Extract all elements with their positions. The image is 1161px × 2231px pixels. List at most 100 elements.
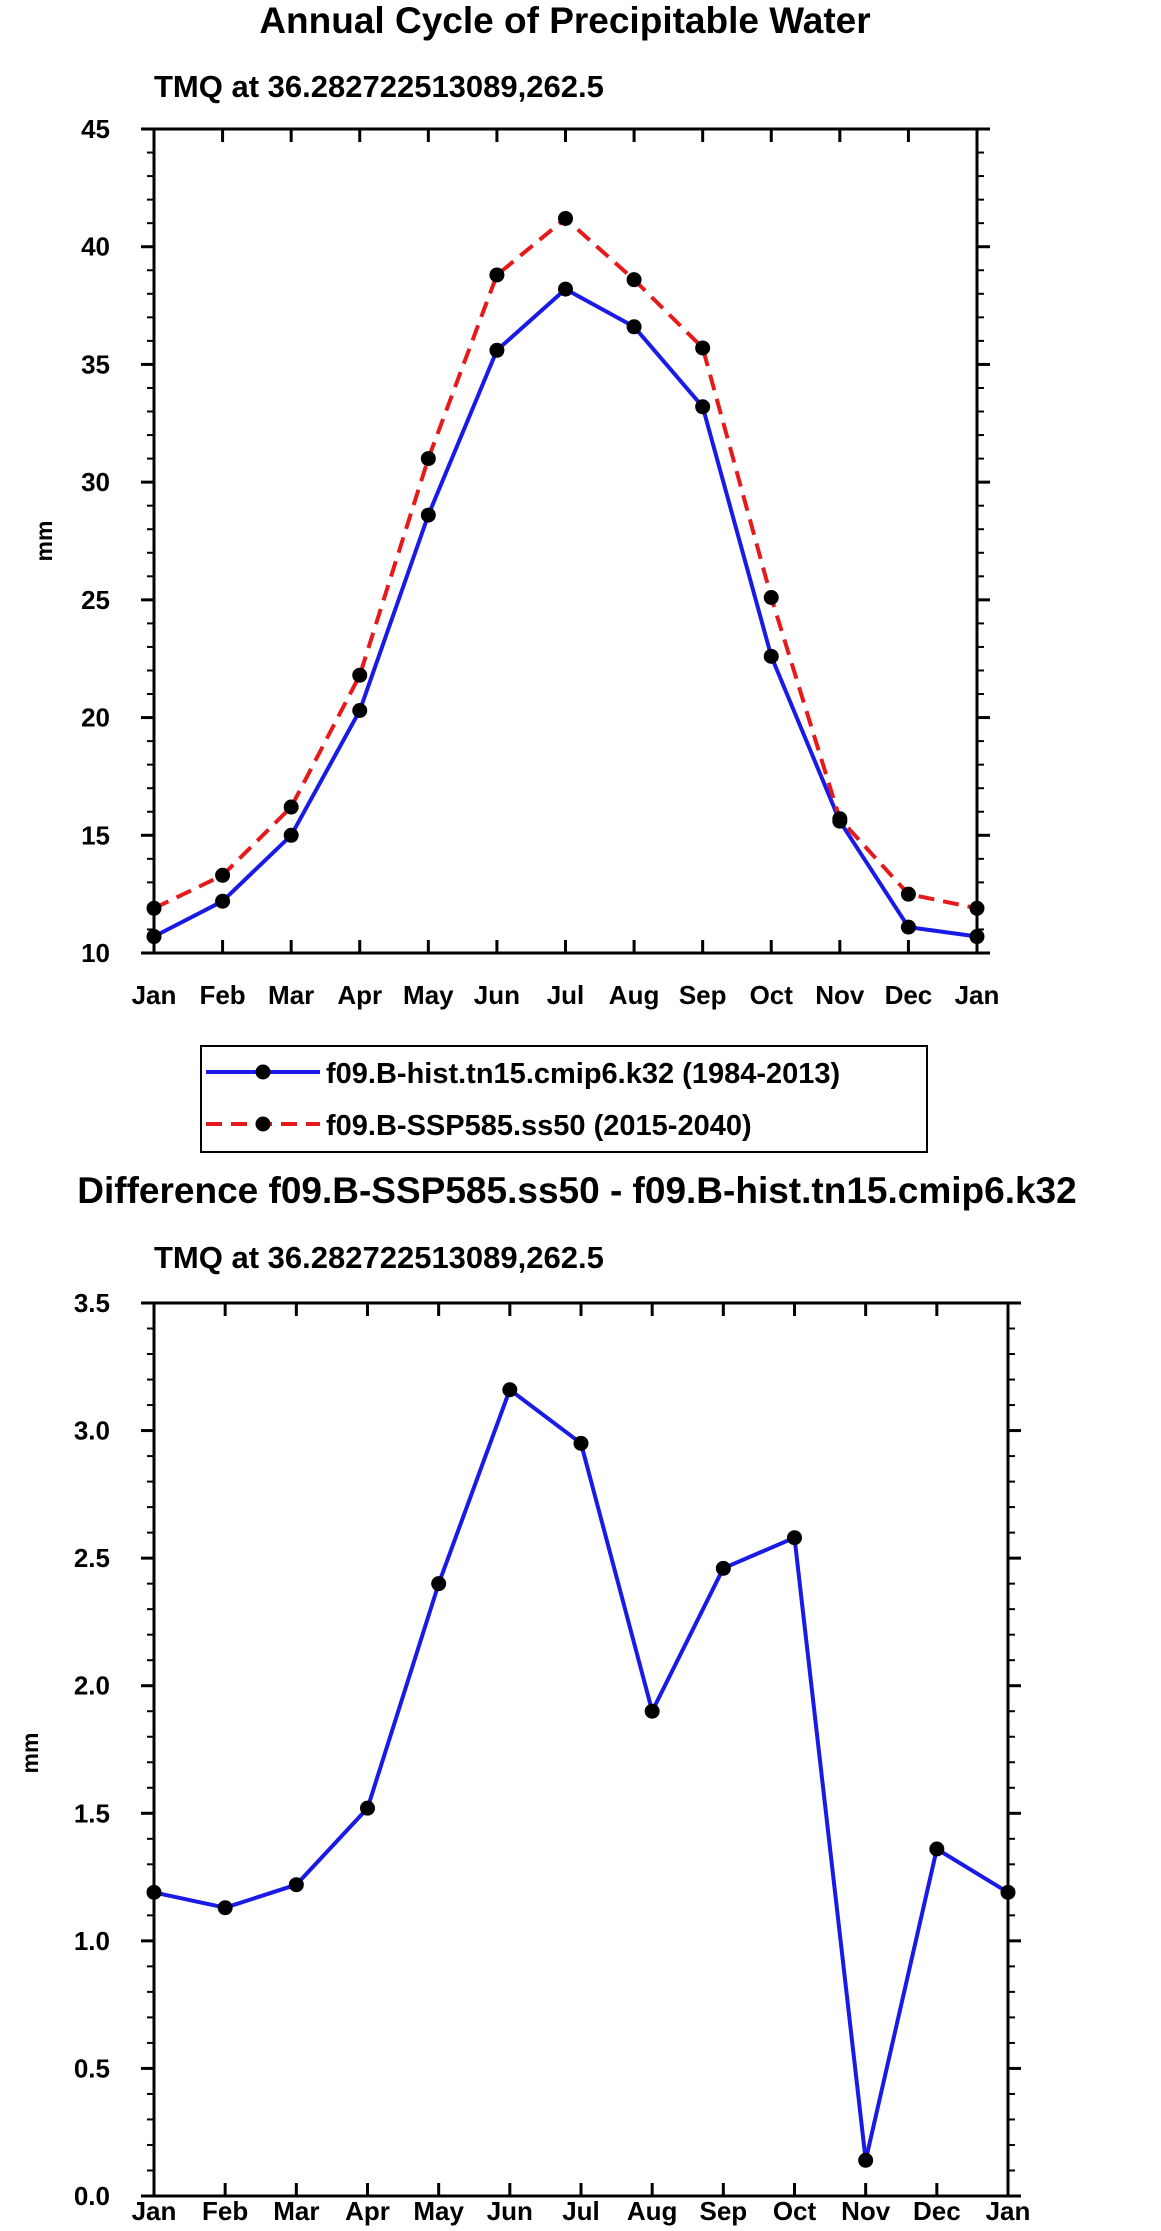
legend-marker-hist	[255, 1064, 271, 1080]
x-tick-label: Sep	[679, 980, 727, 1010]
y-tick-label: 15	[81, 820, 110, 850]
data-point-1-2	[283, 799, 299, 815]
data-point-1-9	[763, 590, 779, 606]
data-point-1-8	[695, 340, 711, 356]
x-tick-label: Oct	[750, 980, 794, 1010]
data-point-1-1	[215, 867, 231, 883]
chart-subtitle: TMQ at 36.282722513089,262.5	[154, 1240, 604, 1275]
data-point-0-1	[217, 1900, 233, 1916]
annual-cycle-chart: Annual Cycle of Precipitable Water TMQ a…	[31, 0, 1000, 1153]
data-point-0-5	[502, 1382, 518, 1398]
data-point-1-5	[489, 267, 505, 283]
legend-label-ssp: f09.B-SSP585.ss50 (2015-2040)	[326, 1110, 752, 1142]
data-point-0-8	[715, 1560, 731, 1576]
x-tick-label: Jan	[955, 980, 1000, 1010]
difference-chart: Difference f09.B-SSP585.ss50 - f09.B-his…	[17, 1170, 1077, 2226]
data-point-0-2	[283, 827, 299, 843]
data-point-1-4	[420, 451, 436, 467]
y-tick-labels: 10 15 20 25 30 35 40 45	[81, 114, 110, 968]
y-axis-label: mm	[31, 521, 57, 562]
y-tick-label: 3.0	[74, 1416, 110, 1446]
data-point-1-11	[900, 886, 916, 902]
x-tick-label: Jan	[132, 2196, 177, 2226]
y-tick-label: 2.5	[74, 1543, 110, 1573]
data-point-1-7	[626, 272, 642, 288]
x-tick-label: Apr	[337, 980, 382, 1010]
x-tick-label: Nov	[815, 980, 865, 1010]
data-point-0-1	[215, 893, 231, 909]
data-point-0-10	[858, 2152, 874, 2168]
x-tick-label: Feb	[202, 2196, 248, 2226]
data-point-0-7	[644, 1703, 660, 1719]
x-tick-label: Mar	[273, 2196, 319, 2226]
y-tick-label: 40	[81, 232, 110, 262]
y-tick-label: 10	[81, 938, 110, 968]
y-axis-label: mm	[17, 1733, 43, 1774]
data-point-0-9	[787, 1530, 802, 1546]
legend-box	[200, 1045, 928, 1153]
data-point-0-11	[900, 919, 916, 935]
x-tick-label: Mar	[268, 980, 314, 1010]
data-point-0-8	[695, 399, 711, 415]
series-lines	[153, 216, 978, 939]
y-tick-label: 1.5	[74, 1798, 110, 1828]
x-tick-label: May	[403, 980, 454, 1010]
y-tick-label: 2.0	[74, 1671, 110, 1701]
y-tick-label: 0.5	[74, 2053, 110, 2083]
data-point-0-6	[558, 281, 573, 297]
series-line-0	[153, 1387, 1010, 2163]
plot-frame	[152, 1301, 1010, 2198]
series-markers	[146, 210, 985, 945]
y-tick-label: 30	[81, 467, 110, 497]
series-line-0	[153, 287, 978, 939]
x-tick-label: May	[413, 2196, 464, 2226]
x-tick-label: Aug	[609, 980, 660, 1010]
chart-title: Difference f09.B-SSP585.ss50 - f09.B-his…	[77, 1170, 1076, 1211]
y-tick-label: 3.5	[74, 1288, 110, 1318]
x-tick-label: Jun	[474, 980, 520, 1010]
data-point-0-3	[360, 1800, 375, 1816]
data-point-0-5	[489, 342, 505, 358]
data-point-0-3	[352, 703, 368, 719]
legend: f09.B-hist.tn15.cmip6.k32 (1984-2013) f0…	[200, 1045, 928, 1153]
y-tick-label: 45	[81, 114, 110, 144]
y-tick-label: 20	[81, 703, 110, 733]
y-tick-label: 1.0	[74, 1926, 110, 1956]
x-tick-label: Jul	[562, 2196, 600, 2226]
y-tick-label: 25	[81, 585, 110, 615]
x-tick-label: Oct	[773, 2196, 817, 2226]
data-point-0-2	[288, 1877, 304, 1893]
series-line-1	[153, 216, 978, 911]
x-tick-labels: Jan Feb Mar Apr May Jun Jul Aug Sep Oct Nov Dec Jan	[132, 980, 1000, 1010]
data-point-0-7	[626, 319, 642, 335]
data-point-0-9	[763, 648, 779, 664]
x-tick-label: Jun	[487, 2196, 533, 2226]
x-tick-label: Jan	[986, 2196, 1031, 2226]
data-point-0-4	[431, 1576, 447, 1592]
data-point-0-11	[929, 1841, 945, 1857]
x-tick-label: Dec	[885, 980, 933, 1010]
series-lines	[153, 1387, 1010, 2163]
data-point-1-3	[352, 667, 368, 683]
x-tick-label: Sep	[699, 2196, 747, 2226]
data-point-0-6	[573, 1435, 589, 1451]
plot-frame	[152, 127, 979, 955]
chart-title: Annual Cycle of Precipitable Water	[259, 0, 870, 41]
chart-subtitle: TMQ at 36.282722513089,262.5	[154, 69, 604, 104]
x-tick-label: Aug	[627, 2196, 678, 2226]
x-tick-label: Apr	[345, 2196, 390, 2226]
series-markers	[146, 1382, 1016, 2168]
legend-marker-ssp	[255, 1116, 271, 1132]
y-tick-label: 0.0	[74, 2181, 110, 2211]
x-tick-label: Feb	[199, 980, 245, 1010]
y-tick-label: 35	[81, 349, 110, 379]
legend-label-hist: f09.B-hist.tn15.cmip6.k32 (1984-2013)	[326, 1058, 840, 1090]
x-tick-labels: Jan Feb Mar Apr May Jun Jul Aug Sep Oct Nov Dec Jan	[132, 2196, 1031, 2226]
x-tick-label: Nov	[841, 2196, 891, 2226]
data-point-1-6	[558, 210, 573, 226]
x-tick-label: Jan	[132, 980, 177, 1010]
x-tick-label: Jul	[547, 980, 585, 1010]
x-tick-label: Dec	[913, 2196, 961, 2226]
data-point-1-10	[832, 811, 848, 827]
